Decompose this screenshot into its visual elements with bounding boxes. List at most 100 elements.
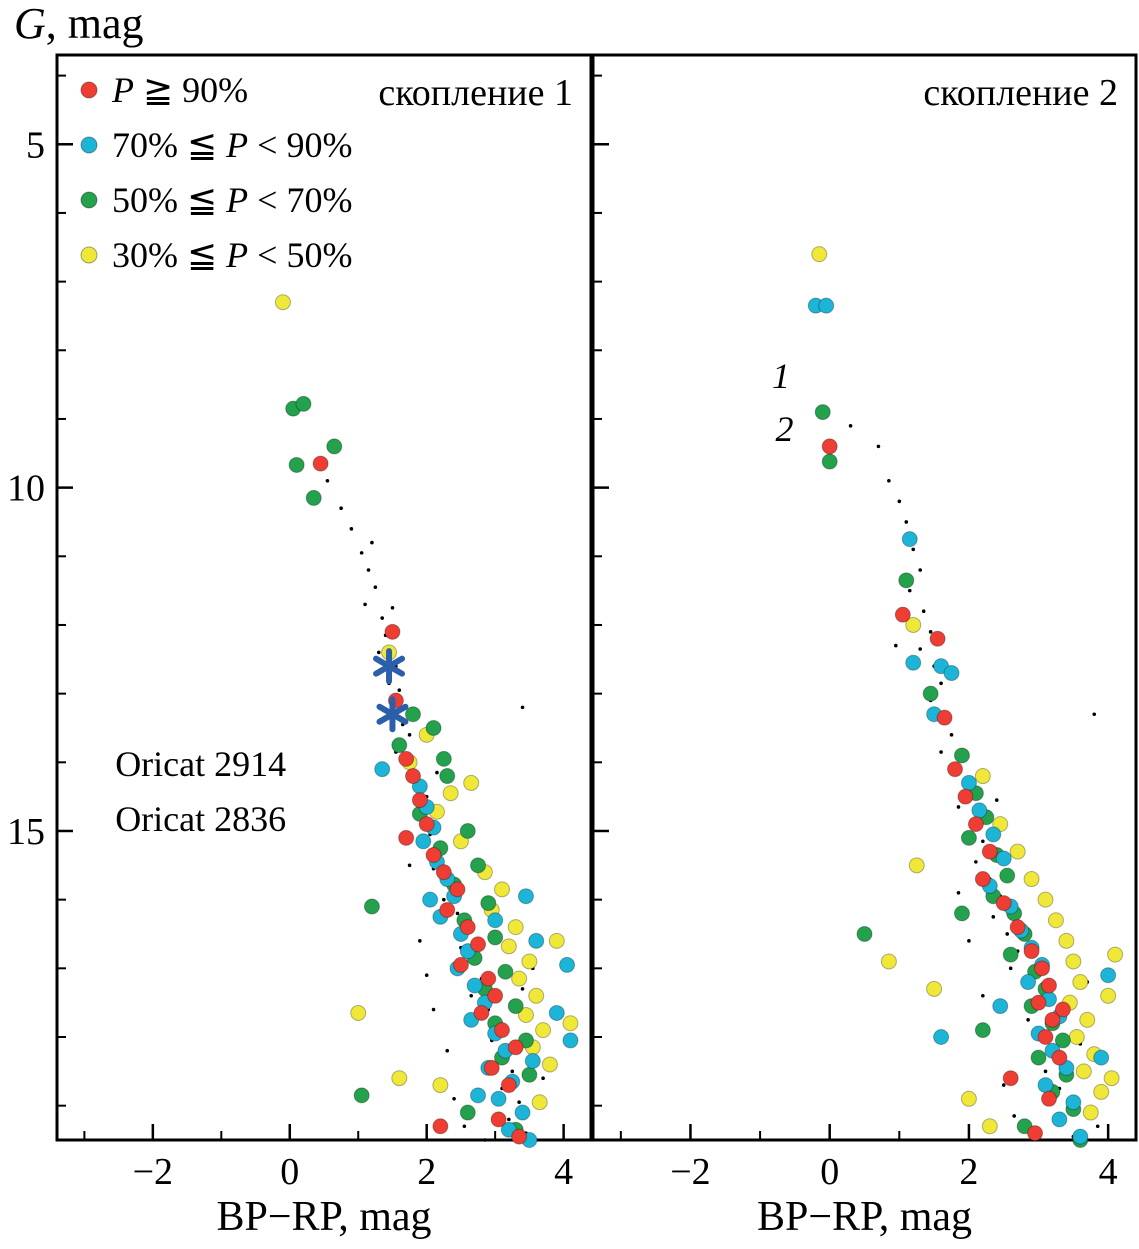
data-point	[967, 816, 984, 833]
legend-entry-label: 70% ≦ P < 90%	[112, 125, 352, 165]
data-point	[901, 531, 918, 548]
data-point	[1009, 919, 1026, 936]
data-point	[422, 891, 439, 908]
data-point	[435, 770, 439, 775]
data-point	[435, 750, 452, 767]
data-point	[391, 737, 408, 754]
data-point	[1030, 1049, 1047, 1066]
data-point	[418, 939, 422, 943]
data-point	[1107, 946, 1124, 963]
data-point	[470, 857, 487, 874]
data-point	[500, 938, 517, 955]
data-point	[1034, 960, 1051, 977]
x-tick-label: 0	[280, 1151, 299, 1193]
data-point	[1054, 1001, 1071, 1018]
data-point	[363, 898, 380, 915]
data-point	[974, 768, 991, 785]
data-point	[350, 1004, 367, 1021]
y-tick-label: 5	[26, 124, 45, 166]
data-point	[821, 438, 838, 455]
x-axis-label: BP−RP, mag	[216, 1194, 431, 1240]
data-point	[432, 1077, 449, 1094]
data-point	[848, 424, 853, 428]
data-point	[452, 1096, 456, 1101]
data-point	[897, 499, 902, 504]
legend-entry-label: P ≧ 90%	[111, 70, 248, 110]
data-point	[936, 709, 953, 726]
data-point	[981, 843, 998, 860]
data-point	[295, 395, 312, 412]
data-point	[1023, 943, 1040, 960]
data-point	[521, 953, 538, 970]
y-tick-label: 15	[7, 811, 45, 853]
data-point	[391, 1070, 408, 1087]
asterisk-marker	[376, 696, 409, 733]
x-tick-label: 4	[554, 1151, 573, 1193]
data-point	[1040, 1090, 1057, 1107]
data-point	[947, 761, 963, 778]
data-point	[528, 987, 545, 1004]
data-point	[517, 1007, 534, 1024]
data-point	[398, 750, 415, 767]
data-point	[514, 1104, 531, 1121]
data-point	[1027, 1125, 1044, 1142]
data-point	[985, 826, 1002, 843]
legend-entry-label: 30% ≦ P < 50%	[112, 235, 352, 275]
data-point	[956, 805, 961, 809]
data-point	[507, 1039, 524, 1056]
data-point	[528, 932, 545, 949]
series-yellow	[811, 246, 1124, 1135]
data-point	[1100, 967, 1117, 984]
data-point	[562, 1015, 579, 1032]
data-point	[974, 860, 978, 864]
data-point	[559, 956, 576, 973]
data-point	[939, 750, 943, 754]
series-red	[312, 455, 528, 1145]
data-point	[894, 643, 898, 648]
x-tick-label: 0	[820, 1151, 839, 1193]
data-point	[1103, 1070, 1120, 1087]
data-point	[470, 1087, 487, 1104]
data-point	[445, 1048, 450, 1053]
data-point	[1037, 1028, 1054, 1045]
data-point	[991, 915, 996, 919]
data-point	[814, 404, 831, 421]
data-point	[531, 1094, 548, 1111]
x-tick-label: 4	[1099, 1151, 1118, 1193]
data-point	[520, 987, 525, 991]
series-yellow	[274, 294, 579, 1111]
data-point	[904, 520, 909, 524]
data-point	[981, 1118, 998, 1135]
annotation-label: 1	[772, 356, 790, 396]
data-point	[463, 774, 480, 791]
data-point	[510, 1069, 515, 1074]
data-point	[339, 506, 343, 511]
data-point	[405, 706, 421, 723]
panel-right: −2 0 2 4 BP−RP, mag скопление 2 1 2	[591, 53, 1138, 1240]
data-point	[274, 294, 291, 311]
data-point	[562, 1032, 579, 1049]
data-point	[449, 881, 466, 898]
data-point	[1054, 1032, 1071, 1049]
data-point	[384, 623, 401, 640]
data-point	[500, 1077, 517, 1094]
data-point	[326, 438, 343, 455]
data-point	[1002, 946, 1019, 963]
data-point	[439, 768, 456, 785]
data-point	[1093, 1049, 1110, 1066]
data-point	[981, 993, 985, 998]
data-point	[981, 839, 985, 844]
data-point	[974, 1022, 991, 1039]
data-point	[1037, 891, 1054, 908]
data-point	[480, 895, 497, 912]
data-point	[435, 864, 452, 881]
data-point	[1068, 1028, 1085, 1045]
data-point	[939, 681, 943, 686]
data-point	[1023, 871, 1040, 888]
data-point	[520, 705, 525, 710]
data-point	[473, 1004, 490, 1021]
data-point	[960, 774, 977, 791]
legend-swatch-yellow	[80, 246, 98, 264]
data-point	[929, 630, 946, 647]
data-point	[376, 650, 381, 655]
